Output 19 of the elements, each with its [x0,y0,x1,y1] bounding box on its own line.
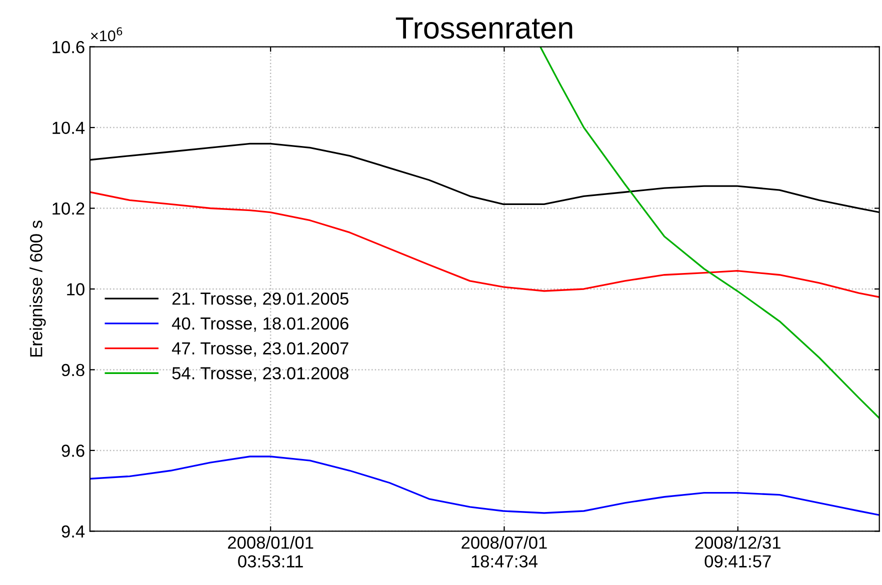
y-tick-label: 9.4 [62,525,85,538]
y-axis-title: Ereignisse / 600 s [30,220,46,357]
x-tick-label: 2008/12/31 09:41:57 [695,536,780,568]
legend-label: 40. Trosse, 18.01.2006 [172,317,348,332]
line-series [90,456,880,516]
chart-title: Trossenraten [396,17,572,39]
text: ×10$^{6}$ [91,27,122,42]
legend-label: 47. Trosse, 23.01.2007 [172,342,348,357]
y-tick-label: 10.6 [52,40,84,54]
x-tick-label: 2008/07/01 18:47:34 [462,536,547,568]
legend-label: 21. Trosse, 29.01.2005 [172,292,348,307]
y-tick-label: 10.2 [52,202,84,215]
x-tick-label: 2008/01/01 03:53:11 [228,536,314,568]
legend-label: 54. Trosse, 23.01.2008 [172,367,348,382]
line-series [539,46,880,419]
y-tick-label: 9.8 [62,364,84,376]
y-tick-label: 10 [67,283,84,296]
y-tick-label: 9.6 [62,444,84,457]
y-tick-label: 10.4 [52,122,85,134]
